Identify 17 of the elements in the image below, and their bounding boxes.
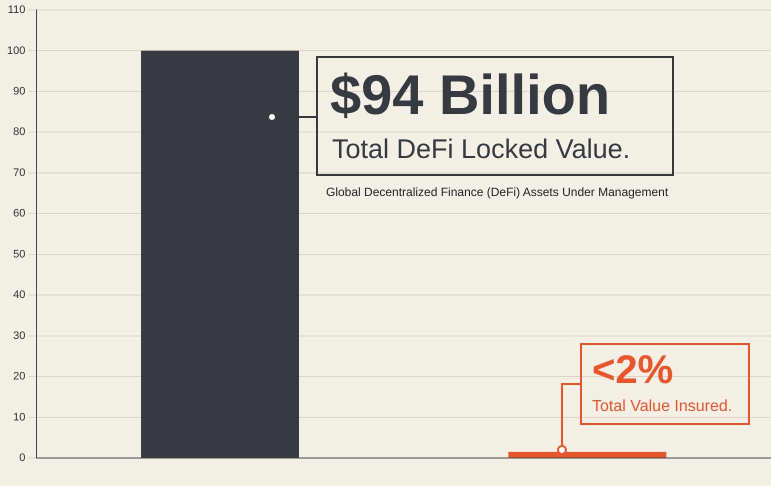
annotation: Total DeFi Locked Value. xyxy=(332,134,630,165)
annotation: <2% xyxy=(592,348,674,393)
y-tick-label: 0 xyxy=(19,452,26,464)
y-tick-label: 10 xyxy=(13,411,26,424)
y-tick-label: 50 xyxy=(13,248,26,260)
y-tick-label: 40 xyxy=(13,289,26,302)
y-tick-label: 110 xyxy=(8,4,26,16)
y-tick-label: 60 xyxy=(13,208,26,220)
y-tick-label: 70 xyxy=(13,166,26,179)
y-tick-label: 30 xyxy=(13,330,26,342)
y-tick-label: 90 xyxy=(13,85,26,98)
annotation: Global Decentralized Finance (DeFi) Assets Under Management xyxy=(326,185,668,199)
annotation: $94 Billion xyxy=(330,62,610,127)
y-tick-label: 20 xyxy=(13,370,26,383)
y-tick-label: 100 xyxy=(6,44,26,57)
y-tick-label: 80 xyxy=(13,126,26,138)
annotation: Total Value Insured. xyxy=(592,398,732,416)
